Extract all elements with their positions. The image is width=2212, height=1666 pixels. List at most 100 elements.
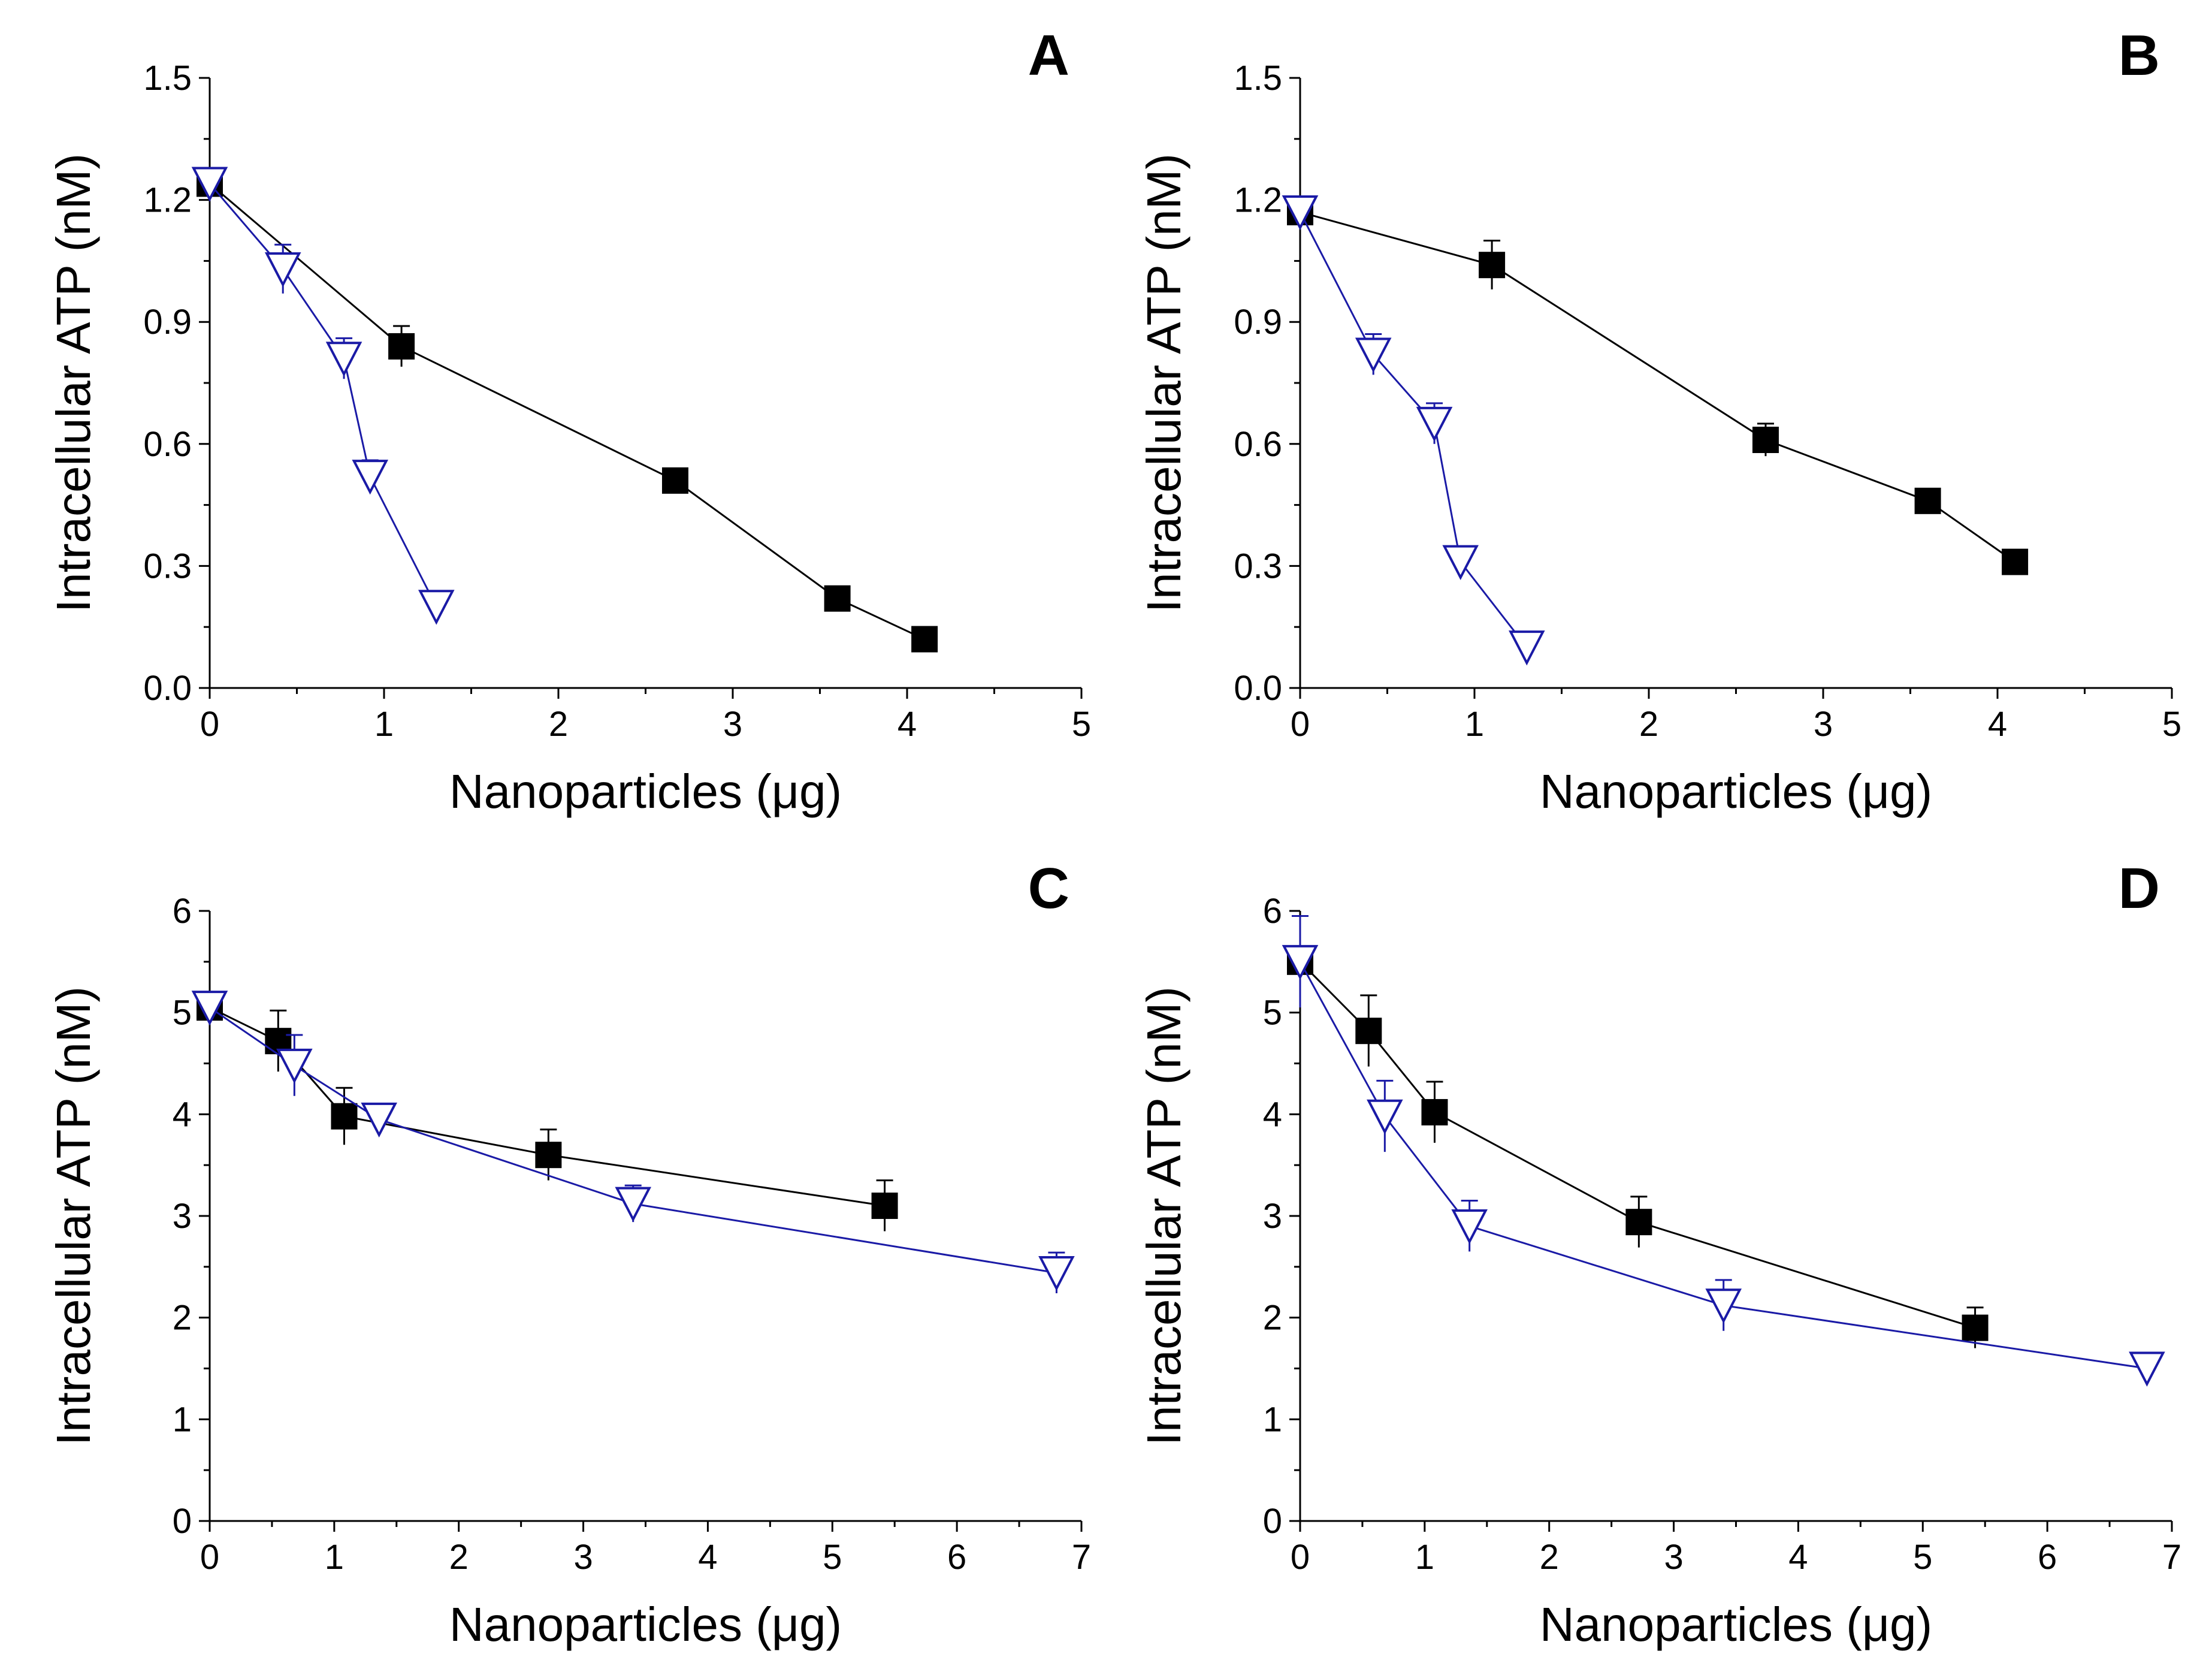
- x-tick-label: 4: [1988, 705, 2007, 744]
- data-point-square: [661, 467, 688, 494]
- x-tick-label: 2: [1540, 1538, 1559, 1577]
- x-axis-title: Nanoparticles (μg): [1540, 765, 1932, 818]
- y-tick-label: 5: [173, 994, 192, 1033]
- data-point-square: [871, 1193, 898, 1220]
- y-tick-label: 0.0: [143, 669, 192, 708]
- y-tick-label: 0.3: [1234, 547, 1282, 585]
- y-tick-label: 0: [173, 1502, 192, 1541]
- y-tick-label: 2: [173, 1299, 192, 1338]
- data-point-square: [1625, 1209, 1652, 1236]
- series-line: [1299, 961, 1976, 1329]
- y-tick-label: 0.6: [1234, 425, 1282, 464]
- x-tick-label: 3: [573, 1538, 593, 1577]
- data-point-triangle: [1367, 1099, 1403, 1135]
- data-point-square: [388, 333, 415, 360]
- y-axis-title: Intracellular ATP (nM): [47, 986, 100, 1445]
- data-point-triangle: [264, 252, 301, 288]
- data-point-square: [1479, 252, 1506, 279]
- data-point-square: [911, 626, 938, 653]
- panel-c: 0 1 2 3 4 5 6 7 0 1 2 3 4 5 6 Nanoparticles (μg) Intrace…: [47, 856, 1091, 1651]
- data-point-triangle: [1442, 545, 1479, 580]
- x-tick-label: 4: [898, 705, 917, 744]
- panel-letter: C: [1028, 856, 1069, 920]
- x-tick-label: 4: [698, 1538, 717, 1577]
- x-tick-label: 0: [200, 705, 219, 744]
- series-open-triangle: [1282, 915, 2165, 1387]
- x-tick-label: 2: [449, 1538, 469, 1577]
- x-tick-label: 5: [2162, 705, 2181, 744]
- x-tick-label: 1: [325, 1538, 344, 1577]
- series-open-triangle: [191, 167, 455, 625]
- data-point-triangle: [1282, 195, 1319, 231]
- series-filled-square: [1287, 948, 1989, 1348]
- data-point-square: [1355, 1018, 1382, 1045]
- x-tick-label: 3: [1664, 1538, 1683, 1577]
- panel-d: 0 1 2 3 4 5 6 7 0 1 2 3 4 5 6 Nanoparticles (μg) Intrace…: [1137, 856, 2181, 1651]
- data-point-triangle: [1705, 1288, 1742, 1324]
- x-axis-title: Nanoparticles (μg): [449, 765, 842, 818]
- data-point-square: [1962, 1314, 1989, 1341]
- x-tick-label: 3: [1814, 705, 1833, 744]
- y-tick-label: 1.5: [1234, 59, 1282, 98]
- y-tick-label: 2: [1263, 1299, 1282, 1338]
- y-tick-label: 1: [1263, 1400, 1282, 1439]
- series-filled-square: [1287, 198, 2029, 575]
- y-tick-label: 0.3: [143, 547, 192, 585]
- data-point-triangle: [361, 1102, 397, 1138]
- data-point-triangle: [1038, 1256, 1075, 1291]
- data-point-triangle: [1282, 944, 1319, 980]
- series-filled-square: [197, 170, 938, 653]
- y-tick-label: 0: [1263, 1502, 1282, 1541]
- x-tick-label: 2: [1639, 705, 1658, 744]
- panel-letter: D: [2119, 856, 2160, 920]
- data-point-square: [1421, 1098, 1448, 1125]
- data-point-square: [535, 1142, 562, 1169]
- y-tick-label: 1: [173, 1400, 192, 1439]
- series-line: [209, 1006, 1057, 1274]
- y-tick-label: 0.6: [143, 425, 192, 464]
- y-tick-label: 0.9: [1234, 303, 1282, 342]
- data-point-triangle: [1355, 337, 1392, 373]
- data-point-square: [331, 1103, 358, 1130]
- x-tick-label: 7: [1072, 1538, 1091, 1577]
- y-axis-title: Intracellular ATP (nM): [1137, 986, 1190, 1445]
- panel-letter: B: [2119, 23, 2160, 87]
- y-tick-label: 1.2: [143, 181, 192, 220]
- x-tick-label: 1: [374, 705, 394, 744]
- y-tick-label: 0.0: [1234, 669, 1282, 708]
- series-line: [1300, 211, 2015, 563]
- y-tick-label: 5: [1263, 994, 1282, 1033]
- x-tick-label: 6: [2038, 1538, 2057, 1577]
- y-tick-label: 0.9: [143, 303, 192, 342]
- data-point-triangle: [352, 460, 389, 495]
- data-point-triangle: [276, 1048, 313, 1084]
- data-point-triangle: [2129, 1351, 2165, 1387]
- x-axis-title: Nanoparticles (μg): [1540, 1598, 1932, 1651]
- x-tick-label: 5: [823, 1538, 842, 1577]
- data-point-triangle: [1416, 406, 1453, 442]
- y-tick-label: 4: [173, 1095, 192, 1134]
- panel-a: 0 1 2 3 4 5 0.0 0.3 0.6 0.9 1.2 1.5 Nanoparticles (μ…: [47, 23, 1091, 818]
- y-tick-label: 1.5: [143, 59, 192, 98]
- x-tick-label: 7: [2162, 1538, 2181, 1577]
- x-tick-label: 4: [1788, 1538, 1808, 1577]
- data-point-square: [2002, 548, 2029, 575]
- x-tick-label: 6: [947, 1538, 966, 1577]
- y-tick-label: 3: [173, 1197, 192, 1236]
- panel-b: 0 1 2 3 4 5 0.0 0.3 0.6 0.9 1.2 1.5 Nanoparticles (μ…: [1137, 23, 2181, 818]
- x-axis-title: Nanoparticles (μg): [449, 1598, 842, 1651]
- y-axis-title: Intracellular ATP (nM): [1137, 153, 1190, 612]
- y-tick-label: 6: [1263, 892, 1282, 931]
- x-tick-label: 0: [200, 1538, 219, 1577]
- series-line: [208, 183, 437, 607]
- y-axis-title: Intracellular ATP (nM): [47, 153, 100, 612]
- data-point-triangle: [1509, 630, 1545, 666]
- y-tick-label: 4: [1263, 1095, 1282, 1134]
- y-tick-label: 6: [173, 892, 192, 931]
- data-point-triangle: [615, 1187, 652, 1222]
- data-point-triangle: [418, 590, 455, 625]
- data-point-triangle: [191, 991, 228, 1026]
- data-point-square: [1752, 427, 1779, 454]
- series-filled-square: [197, 994, 898, 1232]
